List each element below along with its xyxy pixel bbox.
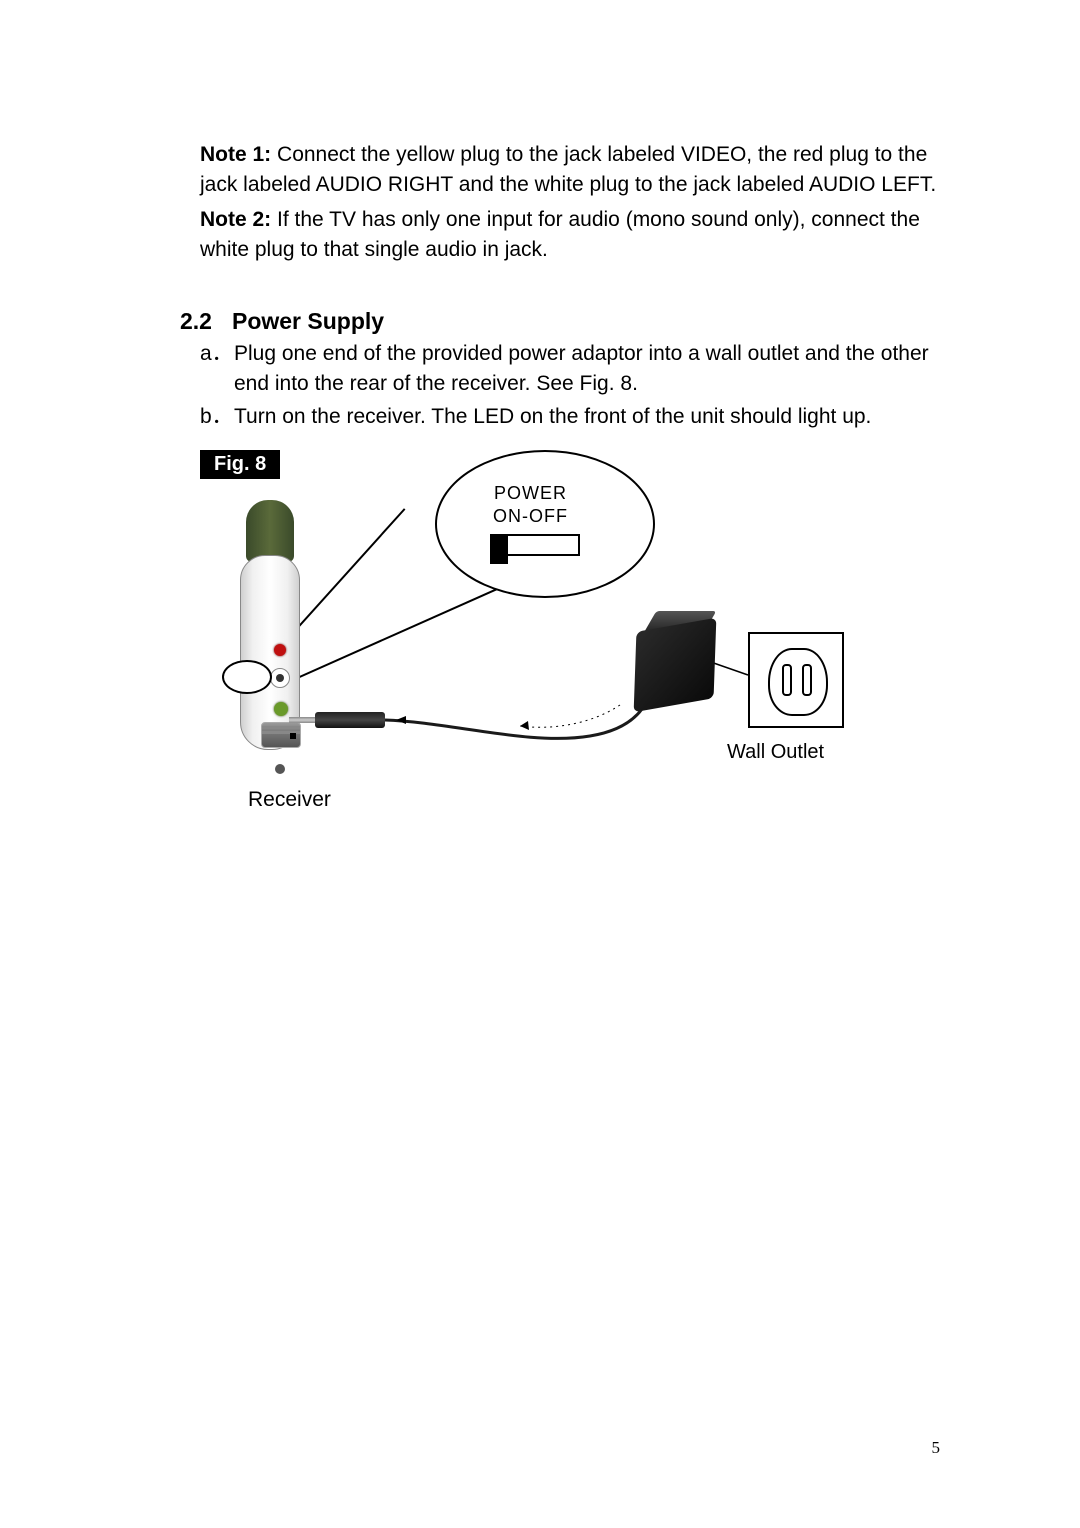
receiver-antenna [246,500,294,562]
step-a-marker: a． [200,339,234,400]
callout-source [222,660,272,694]
outlet-face [768,648,828,716]
note-1-text: Connect the yellow plug to the jack labe… [200,143,936,196]
section-title: Power Supply [232,308,384,335]
note-1-label: Note 1: [200,143,271,166]
jack-red [274,644,286,656]
receiver-panel [261,722,301,748]
power-line-2: ON-OFF [493,505,568,528]
power-line-1: POWER [493,482,568,505]
power-label: POWER ON-OFF [493,482,568,529]
receiver-label: Receiver [248,788,331,812]
outlet-prong [802,664,812,696]
note-1: Note 1: Connect the yellow plug to the j… [200,140,950,201]
wall-outlet-label: Wall Outlet [727,741,824,764]
step-b-text: Turn on the receiver. The LED on the fro… [234,402,871,432]
power-plug [315,712,385,728]
receiver-power-jack [275,764,285,774]
page-number: 5 [932,1438,941,1458]
jack-white-center [276,674,284,682]
adapter-body [634,618,717,713]
step-a-text: Plug one end of the provided power adapt… [234,339,950,400]
power-switch-icon [490,534,580,556]
section-number: 2.2 [180,308,212,335]
step-a: a． Plug one end of the provided power ad… [200,339,950,400]
step-b-marker: b． [200,402,234,432]
figure-8: Fig. 8 POWER ON-OFF [200,450,860,810]
outlet-prong [782,664,792,696]
panel-line [262,726,300,729]
section-heading: 2.2 Power Supply [180,308,950,335]
page-content: Note 1: Connect the yellow plug to the j… [0,0,1080,810]
note-2-text: If the TV has only one input for audio (… [200,208,920,261]
panel-dot [290,733,296,739]
step-b: b． Turn on the receiver. The LED on the … [200,402,950,432]
jack-green [274,702,288,716]
wall-outlet-icon [748,632,844,728]
note-2-label: Note 2: [200,208,271,231]
figure-label: Fig. 8 [200,450,280,479]
power-adapter [620,625,720,735]
step-list: a． Plug one end of the provided power ad… [200,339,950,432]
note-2: Note 2: If the TV has only one input for… [200,205,950,266]
